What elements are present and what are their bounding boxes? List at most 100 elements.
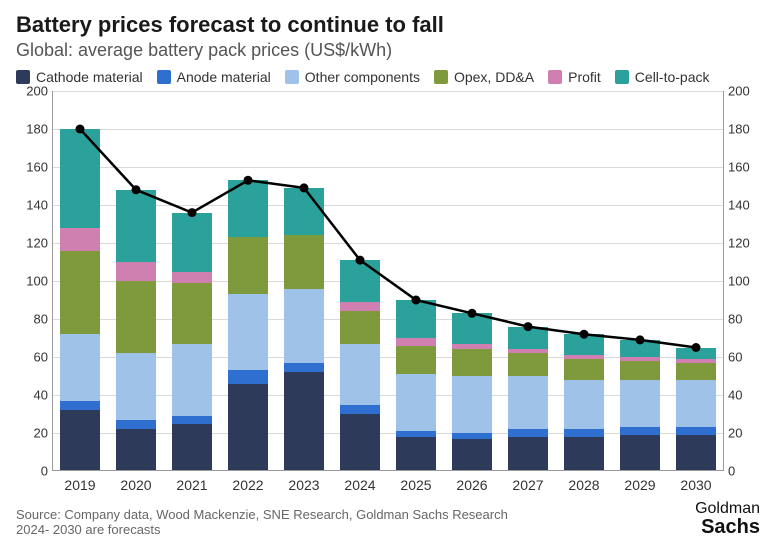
bar-segment-anode — [172, 416, 212, 424]
bar-stack — [620, 340, 660, 471]
bar-segment-anode — [564, 429, 604, 437]
legend-item-celltopack: Cell-to-pack — [615, 69, 710, 85]
bar-stack — [396, 300, 436, 471]
bar-segment-opex — [676, 363, 716, 380]
source-line-1: Source: Company data, Wood Mackenzie, SN… — [16, 507, 508, 522]
legend-swatch-icon — [157, 70, 171, 84]
bar-segment-opex — [396, 346, 436, 375]
bar-stack — [508, 327, 548, 471]
bar-segment-opex — [340, 311, 380, 343]
y-tick-label: 20 — [728, 426, 760, 441]
source-text: Source: Company data, Wood Mackenzie, SN… — [16, 507, 508, 537]
footer: Source: Company data, Wood Mackenzie, SN… — [16, 501, 760, 537]
bar-segment-anode — [284, 363, 324, 373]
bar-segment-other — [620, 380, 660, 428]
y-axis-line-left — [52, 91, 53, 471]
bar-segment-opex — [564, 359, 604, 380]
x-tick-label: 2026 — [444, 477, 500, 493]
bar-segment-cathode — [508, 437, 548, 471]
bar-segment-celltopack — [452, 313, 492, 343]
bar-segment-cathode — [60, 410, 100, 471]
bar-segment-celltopack — [564, 334, 604, 355]
legend-label: Cell-to-pack — [635, 69, 710, 85]
y-tick-label: 140 — [728, 198, 760, 213]
x-tick-label: 2023 — [276, 477, 332, 493]
y-tick-label: 180 — [728, 122, 760, 137]
bar-column — [332, 91, 388, 471]
bar-stack — [284, 188, 324, 471]
legend-swatch-icon — [615, 70, 629, 84]
y-tick-label: 200 — [728, 84, 760, 99]
bar-segment-anode — [620, 427, 660, 435]
bar-segment-profit — [60, 228, 100, 251]
legend-label: Profit — [568, 69, 601, 85]
bar-segment-cathode — [116, 429, 156, 471]
bar-segment-opex — [452, 349, 492, 376]
legend-item-anode: Anode material — [157, 69, 271, 85]
bar-segment-celltopack — [228, 180, 268, 237]
bar-segment-other — [396, 374, 436, 431]
bar-segment-opex — [228, 237, 268, 294]
legend: Cathode material Anode material Other comp… — [16, 69, 760, 85]
y-tick-label: 20 — [16, 426, 48, 441]
x-axis-labels: 2019202020212022202320242025202620272028… — [52, 477, 724, 493]
legend-label: Other components — [305, 69, 420, 85]
bar-segment-celltopack — [508, 327, 548, 350]
y-axis-line-right — [723, 91, 724, 471]
bar-segment-celltopack — [340, 260, 380, 302]
bar-segment-anode — [228, 370, 268, 383]
bar-segment-other — [228, 294, 268, 370]
bar-segment-cathode — [620, 435, 660, 471]
legend-swatch-icon — [434, 70, 448, 84]
y-tick-label: 120 — [728, 236, 760, 251]
legend-item-profit: Profit — [548, 69, 601, 85]
bar-segment-cathode — [452, 439, 492, 471]
bar-segment-opex — [620, 361, 660, 380]
legend-label: Cathode material — [36, 69, 143, 85]
chart-container: Battery prices forecast to continue to f… — [0, 0, 776, 559]
bar-segment-other — [172, 344, 212, 416]
bar-segment-opex — [508, 353, 548, 376]
bar-segment-cathode — [564, 437, 604, 471]
bar-column — [668, 91, 724, 471]
x-tick-label: 2025 — [388, 477, 444, 493]
bar-segment-cathode — [676, 435, 716, 471]
bar-segment-other — [676, 380, 716, 428]
bar-segment-celltopack — [620, 340, 660, 357]
bar-segment-other — [452, 376, 492, 433]
y-axis-left: 020406080100120140160180200 — [16, 91, 48, 471]
y-tick-label: 40 — [728, 388, 760, 403]
logo-bottom: Sachs — [695, 517, 760, 537]
y-tick-label: 80 — [16, 312, 48, 327]
bar-segment-opex — [172, 283, 212, 344]
bar-segment-celltopack — [60, 129, 100, 228]
bar-column — [444, 91, 500, 471]
bar-stack — [228, 180, 268, 471]
y-tick-label: 120 — [16, 236, 48, 251]
y-tick-label: 160 — [16, 160, 48, 175]
bar-segment-anode — [116, 420, 156, 430]
bar-segment-celltopack — [284, 188, 324, 236]
bar-segment-profit — [340, 302, 380, 312]
x-tick-label: 2019 — [52, 477, 108, 493]
x-axis-line — [52, 470, 724, 471]
bar-segment-celltopack — [172, 213, 212, 272]
bar-segment-profit — [172, 272, 212, 283]
legend-item-other: Other components — [285, 69, 420, 85]
bar-column — [276, 91, 332, 471]
legend-swatch-icon — [548, 70, 562, 84]
bar-segment-cathode — [396, 437, 436, 471]
bar-stack — [676, 348, 716, 471]
bar-segment-opex — [60, 251, 100, 335]
bar-column — [220, 91, 276, 471]
legend-label: Opex, DD&A — [454, 69, 534, 85]
bar-column — [612, 91, 668, 471]
y-tick-label: 160 — [728, 160, 760, 175]
bar-stack — [340, 260, 380, 471]
bar-column — [556, 91, 612, 471]
bar-segment-celltopack — [676, 348, 716, 359]
x-tick-label: 2024 — [332, 477, 388, 493]
legend-label: Anode material — [177, 69, 271, 85]
y-tick-label: 80 — [728, 312, 760, 327]
bar-segment-cathode — [284, 372, 324, 471]
